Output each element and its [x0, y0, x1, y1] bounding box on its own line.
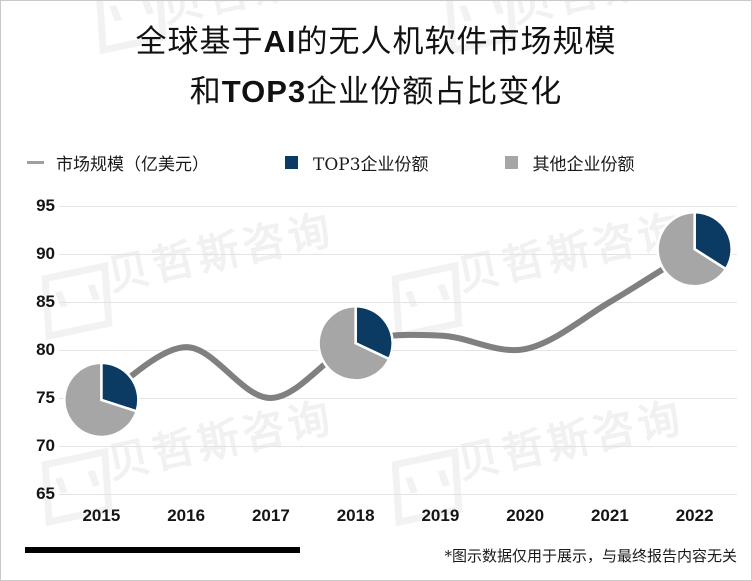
legend-item-top3-share[interactable]: TOP3企业份额	[285, 150, 429, 175]
x-axis-tick-label: 2021	[590, 506, 629, 525]
x-axis-tick-label: 2020	[506, 506, 545, 525]
title-line-2-part-a: 和	[189, 74, 222, 110]
gridline	[59, 446, 737, 447]
legend-item-other-share[interactable]: 其他企业份额	[504, 150, 635, 175]
market-size-line	[98, 246, 698, 403]
legend-label-other-share: 其他企业份额	[532, 154, 635, 175]
title-line-2-part-c: 企业份额占比变化	[306, 74, 563, 110]
square-marker-icon	[285, 155, 298, 169]
x-axis-tick-label: 2018	[336, 506, 375, 525]
chart-legend: 市场规模（亿美元） TOP3企业份额 其他企业份额	[27, 147, 733, 177]
pie-slice	[354, 305, 394, 361]
y-axis-tick-label: 90	[36, 244, 55, 263]
y-axis-tick-label: 65	[36, 484, 55, 503]
x-axis-tick-label: 2019	[421, 506, 460, 525]
title-line-1-part-a: 全球基于	[135, 24, 264, 60]
y-axis-labels: 65 70 75 80 85 90 95	[15, 196, 55, 503]
pie-marker-2018	[317, 305, 394, 382]
pie-marker-2022	[656, 210, 733, 288]
gridline	[59, 398, 737, 399]
legend-label-market-size: 市场规模（亿美元）	[56, 154, 209, 175]
gridline	[59, 206, 737, 207]
y-axis-tick-label: 75	[36, 388, 55, 407]
footer-note: *图示数据仅用于展示，与最终报告内容无关	[444, 547, 737, 565]
title-line-2: 和TOP3企业份额占比变化	[1, 67, 751, 117]
gridline	[59, 494, 737, 495]
y-axis-tick-label: 80	[36, 340, 55, 359]
x-axis-tick-label: 2016	[167, 506, 206, 525]
gridline	[59, 302, 737, 303]
title-line-1-part-b: AI	[263, 24, 297, 59]
plot-area	[59, 206, 737, 495]
x-axis-tick-label: 2022	[675, 506, 714, 525]
chart-title: 全球基于AI的无人机软件市场规模 和TOP3企业份额占比变化	[1, 17, 751, 117]
dash-line-marker-icon	[27, 160, 44, 164]
title-line-1-part-c: 的无人机软件市场规模	[296, 24, 617, 60]
y-axis-tick-label: 70	[36, 436, 55, 455]
y-axis-tick-label: 85	[36, 292, 55, 311]
legend-item-market-size[interactable]: 市场规模（亿美元）	[27, 150, 209, 175]
title-line-1: 全球基于AI的无人机软件市场规模	[1, 17, 751, 67]
x-axis-tick-label: 2015	[82, 506, 121, 525]
legend-label-top3-share: TOP3企业份额	[313, 154, 429, 175]
pie-slice	[317, 305, 391, 382]
gridline	[59, 254, 737, 255]
pie-slice	[656, 210, 728, 288]
footer-rule	[25, 547, 300, 553]
pie-marker-2015	[63, 361, 140, 439]
pie-slice	[100, 361, 140, 413]
square-marker-icon	[504, 155, 518, 169]
y-axis-tick-label: 95	[36, 196, 55, 215]
x-axis-tick-label: 2017	[251, 506, 290, 525]
title-line-2-part-b: TOP3	[221, 74, 307, 109]
pie-slice	[63, 361, 139, 439]
x-axis-labels: 2015 2016 2017 2018 2019 2020 2021 2022	[59, 506, 737, 534]
chart-graphics	[63, 210, 733, 439]
gridline	[59, 350, 737, 351]
